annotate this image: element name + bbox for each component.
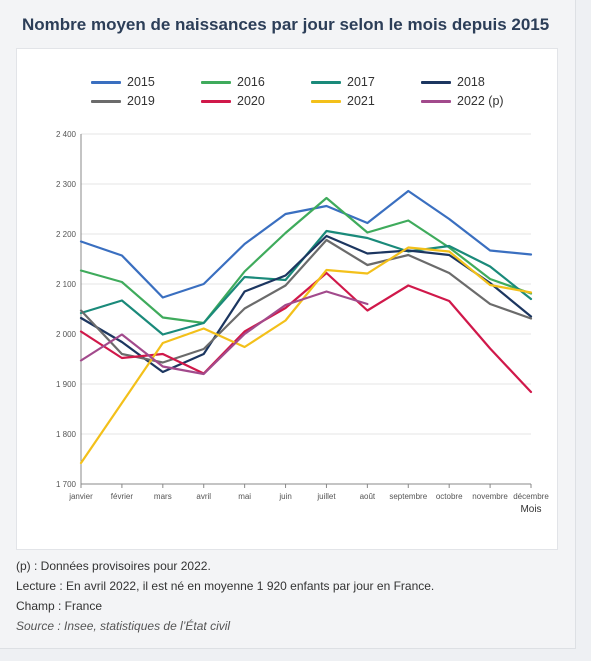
x-tick-label: avril [196, 492, 211, 501]
series-line [79, 290, 369, 376]
chart-container: 2015 2016 2017 2018 2019 2020 2021 2022 (p) 1 7… [16, 48, 558, 550]
series-line [79, 189, 533, 299]
legend-item: 2019 [91, 94, 155, 108]
y-tick-label: 1 700 [56, 480, 77, 489]
legend-label: 2018 [457, 75, 485, 89]
legend-swatch [311, 80, 341, 84]
legend-swatch [91, 80, 121, 84]
legend-label: 2017 [347, 75, 375, 89]
legend-swatch [91, 99, 121, 103]
x-tick-label: décembre [513, 492, 549, 501]
y-tick-label: 1 800 [56, 430, 77, 439]
series-line [79, 234, 533, 374]
x-tick-label: novembre [472, 492, 508, 501]
legend-label: 2016 [237, 75, 265, 89]
legend-label: 2021 [347, 94, 375, 108]
legend-swatch [421, 80, 451, 84]
legend-label: 2019 [127, 94, 155, 108]
legend-item: 2017 [311, 75, 375, 89]
legend-item: 2018 [421, 75, 485, 89]
y-tick-label: 2 100 [56, 280, 77, 289]
legend-swatch [201, 99, 231, 103]
x-tick-label: mai [238, 492, 251, 501]
y-tick-label: 1 900 [56, 380, 77, 389]
y-tick-label: 2 200 [56, 230, 77, 239]
x-tick-label: juillet [316, 492, 336, 501]
legend-item: 2020 [201, 94, 265, 108]
provisional-note: (p) : Données provisoires pour 2022. [16, 559, 211, 573]
x-tick-label: juin [278, 492, 291, 501]
reading-note: Lecture : En avril 2022, il est né en mo… [16, 579, 435, 593]
y-tick-label: 2 000 [56, 330, 77, 339]
legend-item: 2016 [201, 75, 265, 89]
chart-panel: Nombre moyen de naissances par jour selo… [0, 0, 576, 649]
legend-swatch [201, 80, 231, 84]
series-line [79, 246, 533, 465]
legend-swatch [421, 99, 451, 103]
footnotes: (p) : Données provisoires pour 2022. Lec… [16, 556, 434, 636]
x-axis-title: Mois [520, 504, 541, 515]
series-line [79, 271, 533, 394]
scope-note: Champ : France [16, 599, 103, 613]
x-tick-label: mars [154, 492, 172, 501]
chart-title: Nombre moyen de naissances par jour selo… [22, 15, 550, 34]
legend-label: 2020 [237, 94, 265, 108]
legend-item: 2021 [311, 94, 375, 108]
y-tick-label: 2 400 [56, 130, 77, 139]
legend-item: 2015 [91, 75, 155, 89]
x-tick-label: septembre [389, 492, 427, 501]
x-tick-label: janvier [68, 492, 93, 501]
series-line [79, 196, 533, 325]
legend-label: 2022 (p) [457, 94, 504, 108]
legend-label: 2015 [127, 75, 155, 89]
x-tick-label: octobre [436, 492, 463, 501]
y-tick-label: 2 300 [56, 180, 77, 189]
legend-item: 2022 (p) [421, 94, 504, 108]
line-chart: 1 700 1 800 1 900 2 000 2 100 2 200 2 300 2 400… [56, 130, 549, 515]
legend-swatch [311, 99, 341, 103]
source-note: Source : Insee, statistiques de l’État c… [16, 619, 231, 633]
x-tick-label: février [111, 492, 134, 501]
x-tick-label: août [360, 492, 376, 501]
